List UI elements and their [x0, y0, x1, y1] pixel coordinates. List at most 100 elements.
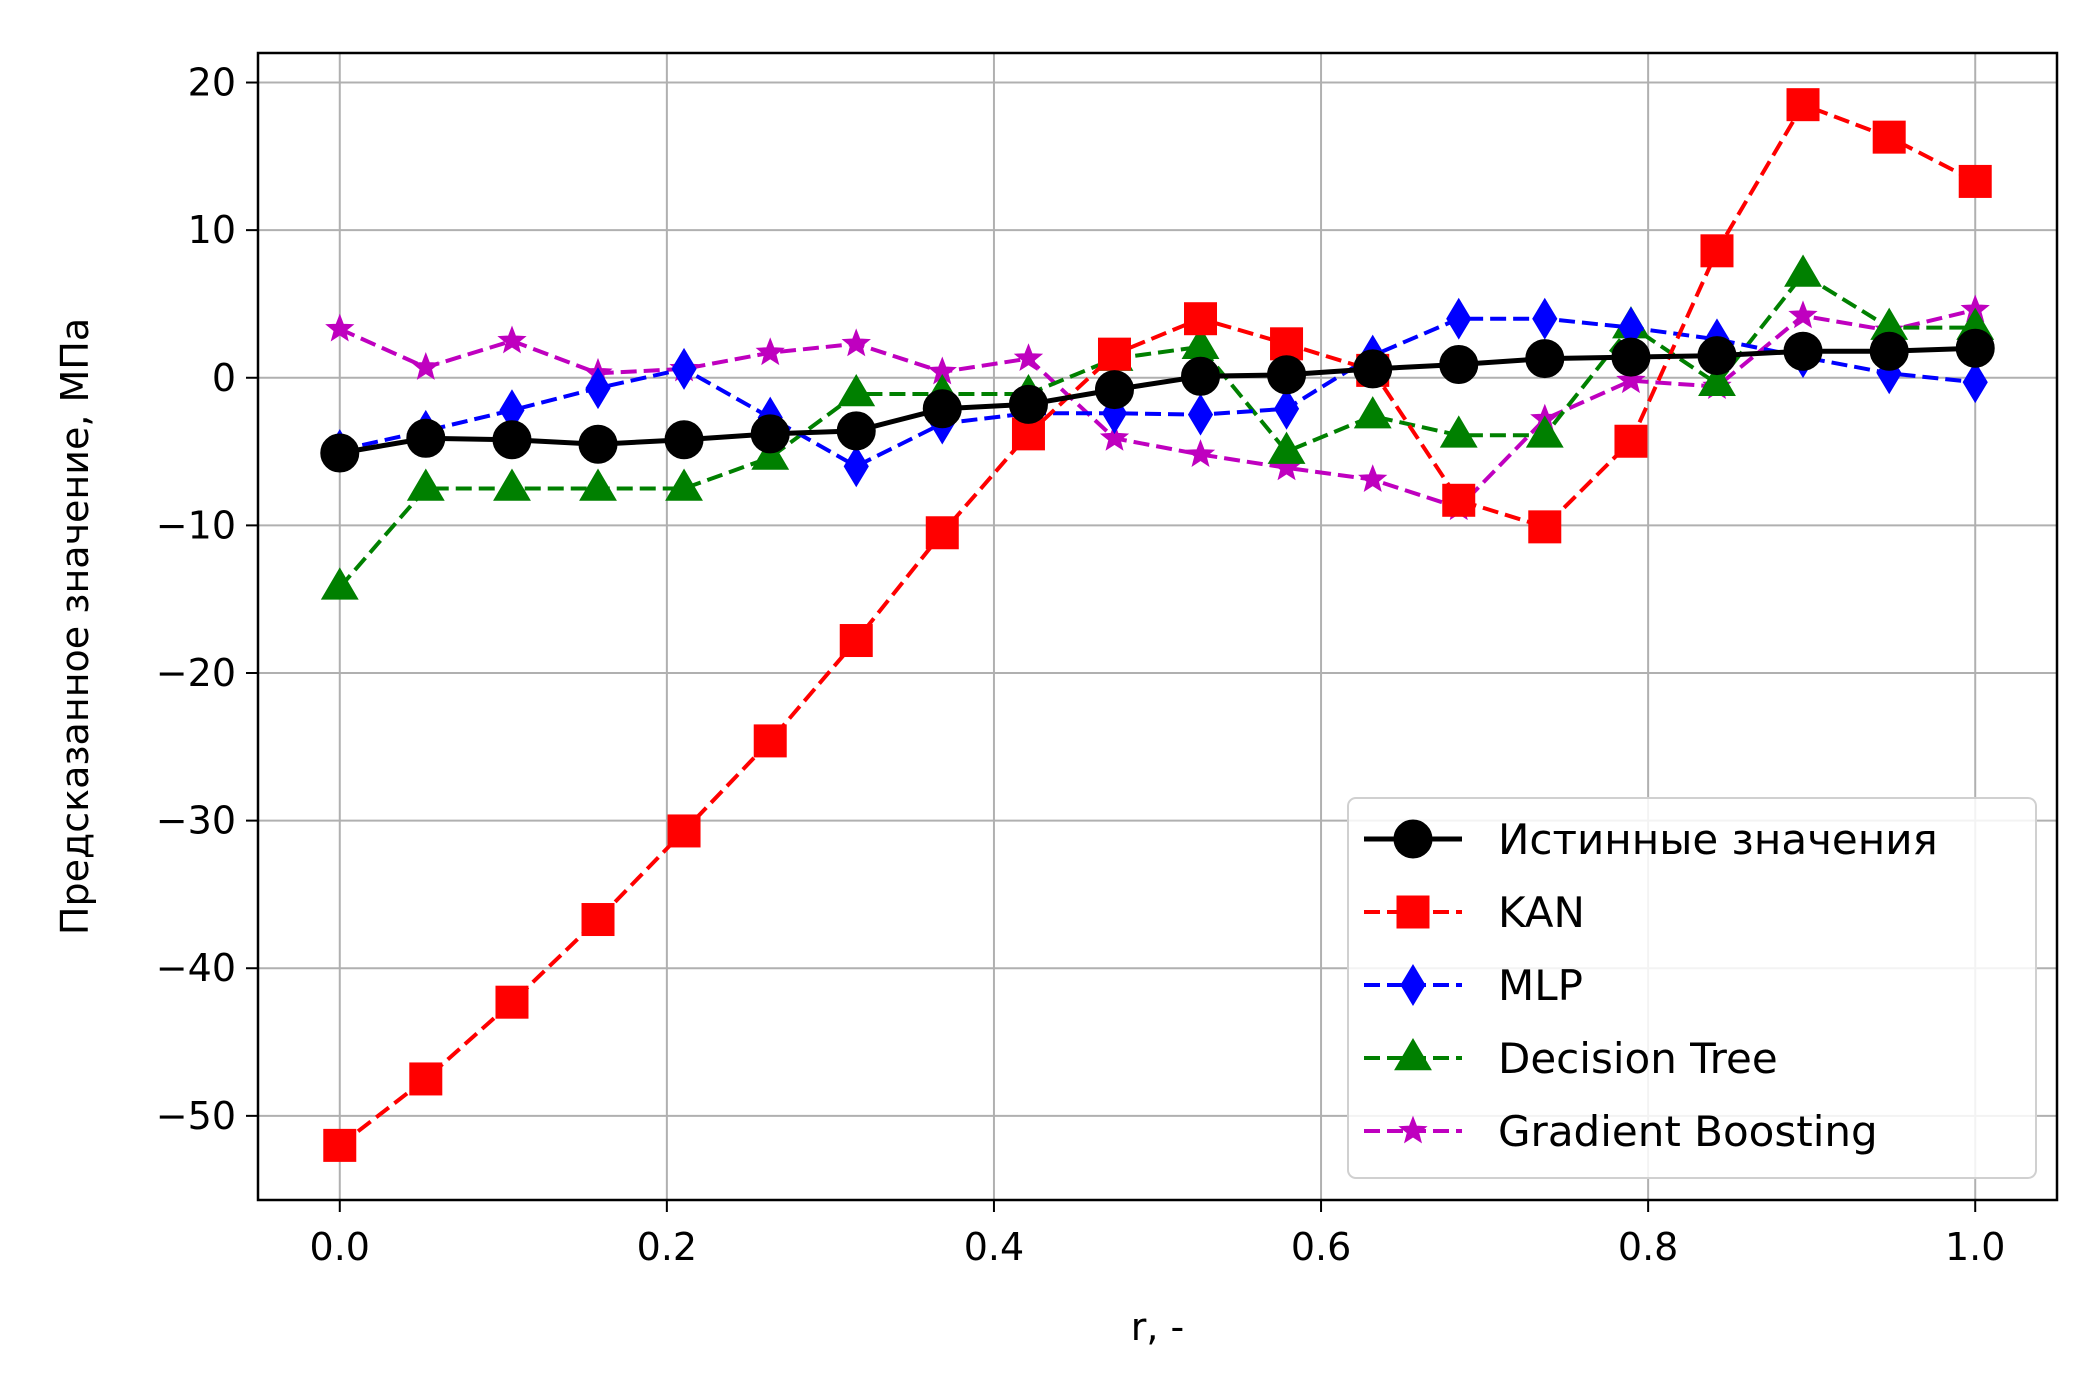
data-point: [578, 424, 618, 464]
data-point: [492, 420, 532, 460]
data-point: [1697, 336, 1737, 376]
data-point: [837, 374, 876, 407]
data-point: [1439, 344, 1479, 384]
y-tick-label: −30: [156, 799, 236, 843]
legend-label: MLP: [1498, 961, 1583, 1010]
data-point: [841, 328, 871, 357]
data-point: [750, 414, 790, 454]
data-point: [1097, 337, 1131, 371]
data-point: [1353, 349, 1393, 389]
data-point: [1525, 415, 1564, 448]
y-tick-label: 20: [188, 61, 236, 105]
series-gradient-boosting: [325, 294, 1990, 521]
data-point: [839, 624, 873, 658]
data-point: [493, 468, 531, 501]
data-point: [1267, 355, 1307, 395]
data-point: [325, 313, 355, 342]
data-point: [671, 347, 697, 390]
data-point: [1532, 297, 1558, 340]
data-point: [495, 985, 529, 1019]
data-point: [1784, 254, 1822, 287]
x-tick-label: 0.6: [1291, 1225, 1351, 1269]
series-line: [339, 316, 1976, 469]
y-tick-label: 0: [212, 356, 236, 400]
data-point: [1698, 363, 1736, 396]
data-point: [1700, 234, 1734, 268]
series-layer: [320, 88, 1995, 1162]
data-point: [1611, 337, 1651, 377]
data-point: [1958, 164, 1992, 198]
legend-marker: [1393, 819, 1433, 859]
y-axis-label: Предсказанное значение, МПа: [53, 318, 97, 935]
data-point: [1528, 510, 1562, 544]
y-tick-label: −40: [156, 946, 236, 990]
data-point: [1185, 439, 1216, 468]
data-point: [1439, 415, 1478, 448]
data-point: [411, 351, 441, 380]
data-point: [1872, 120, 1906, 154]
series-line: [338, 307, 1976, 510]
legend-label: Gradient Boosting: [1498, 1107, 1878, 1156]
data-point: [925, 516, 959, 550]
data-point: [665, 468, 703, 501]
data-point: [1267, 431, 1306, 464]
series-line: [338, 102, 1977, 1147]
legend-entry-true-values: Истинные значения: [1364, 815, 1938, 864]
data-point: [406, 468, 445, 501]
legend-marker: [1400, 964, 1426, 1006]
data-point: [1358, 464, 1388, 493]
data-point: [1353, 396, 1392, 429]
y-tick-label: −10: [156, 503, 236, 547]
data-point: [1270, 327, 1304, 361]
legend-box: [1347, 797, 2037, 1179]
data-point: [667, 814, 701, 848]
x-tick-label: 0.2: [637, 1225, 697, 1269]
legend-label: Истинные значения: [1498, 815, 1938, 864]
x-tick-label: 0.4: [964, 1225, 1024, 1269]
data-point: [1013, 343, 1044, 372]
y-tick-label: −20: [156, 651, 236, 695]
legend: Истинные значения KAN MLP Decision Tree Grad…: [1347, 797, 2037, 1179]
legend-label: KAN: [1498, 888, 1585, 937]
data-point: [320, 433, 360, 473]
data-point: [581, 903, 615, 937]
data-point: [1616, 365, 1646, 394]
data-point: [1187, 393, 1214, 436]
data-point: [1184, 302, 1218, 336]
data-point: [1962, 361, 1988, 404]
data-point: [1442, 483, 1476, 517]
data-point: [753, 724, 787, 758]
data-point: [922, 389, 962, 429]
data-point: [579, 468, 617, 501]
series-line: [338, 272, 1976, 589]
data-point: [1446, 297, 1472, 340]
legend-entry-gradient-boosting: Gradient Boosting: [1364, 1107, 1878, 1156]
data-point: [1525, 339, 1565, 379]
data-point: [497, 325, 527, 354]
data-point: [1273, 387, 1300, 430]
legend-marker: [1398, 1115, 1428, 1144]
x-axis-label: r, -: [1131, 1305, 1185, 1349]
data-point: [1099, 422, 1130, 451]
axis-ticks: 0.0 0.2 0.4 0.6 0.8 1.0 −50 −40 −30 −20 −10 0 10 20: [156, 61, 2006, 1269]
data-point: [664, 420, 704, 460]
data-point: [1955, 328, 1995, 368]
legend-entry-mlp: MLP: [1364, 961, 1583, 1010]
grid: [258, 53, 2057, 1200]
data-point: [1614, 424, 1648, 458]
data-point: [406, 418, 446, 458]
data-point: [1786, 88, 1820, 122]
data-point: [843, 445, 869, 488]
data-point: [1008, 384, 1048, 424]
data-point: [1181, 356, 1221, 396]
x-tick-label: 0.8: [1618, 1225, 1678, 1269]
legend-marker: [1396, 895, 1430, 929]
legend-entry-decision-tree: Decision Tree: [1364, 1034, 1778, 1083]
data-point: [320, 567, 359, 600]
x-tick-label: 1.0: [1945, 1225, 2005, 1269]
series-kan: [323, 88, 1992, 1162]
data-point: [836, 411, 876, 451]
data-point: [755, 337, 785, 366]
